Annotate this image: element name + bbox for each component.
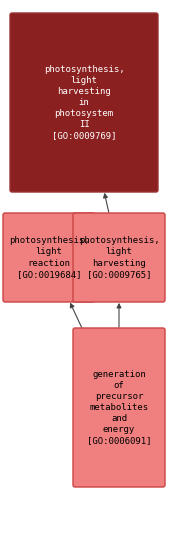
Text: photosynthesis,
light
reaction
[GO:0019684]: photosynthesis, light reaction [GO:00196… [9, 236, 89, 279]
FancyBboxPatch shape [3, 213, 95, 302]
Text: photosynthesis,
light
harvesting
in
photosystem
II
[GO:0009769]: photosynthesis, light harvesting in phot… [44, 64, 124, 141]
FancyBboxPatch shape [10, 13, 158, 192]
FancyBboxPatch shape [73, 213, 165, 302]
FancyBboxPatch shape [73, 328, 165, 487]
Text: photosynthesis,
light
harvesting
[GO:0009765]: photosynthesis, light harvesting [GO:000… [79, 236, 159, 279]
Text: generation
of
precursor
metabolites
and
energy
[GO:0006091]: generation of precursor metabolites and … [87, 370, 151, 445]
